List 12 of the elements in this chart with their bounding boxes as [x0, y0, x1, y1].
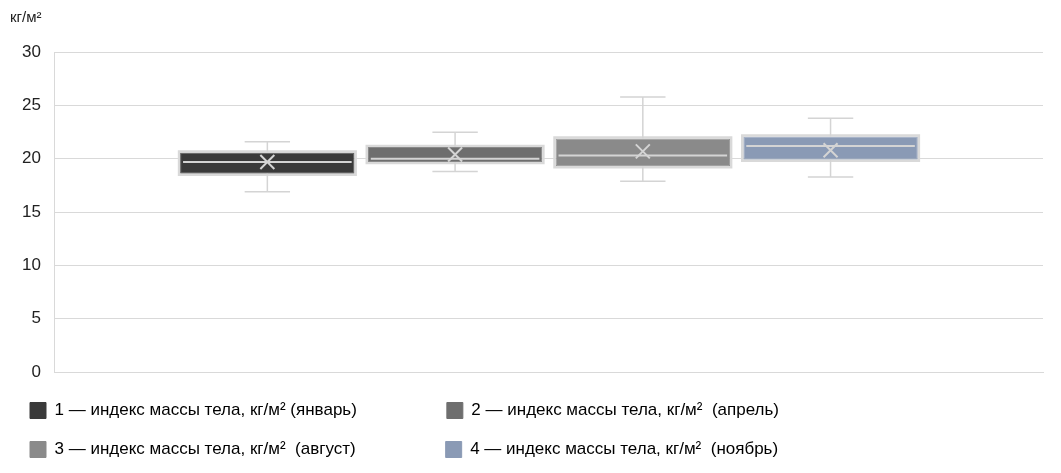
y-tick-label: 15: [21, 201, 41, 221]
y-tick-label: 0: [31, 361, 41, 381]
legend-label: 4 — индекс массы тела, кг/м² (ноябрь): [470, 439, 847, 459]
y-tick-label: 5: [31, 308, 41, 328]
y-tick-label: 30: [21, 41, 41, 61]
y-tick-label: 25: [21, 95, 41, 115]
y-tick-label: 20: [21, 148, 41, 168]
y-tick-label: 10: [21, 255, 41, 275]
legend-label: 2 — индекс массы тела, кг/м² (апрель): [471, 400, 848, 420]
legend-label: 3 — индекс массы тела, кг/м² (август): [54, 439, 424, 459]
legend-label: 1 — индекс массы тела, кг/м² (январь): [54, 400, 425, 420]
y-axis-title: кг/м²: [9, 8, 43, 27]
